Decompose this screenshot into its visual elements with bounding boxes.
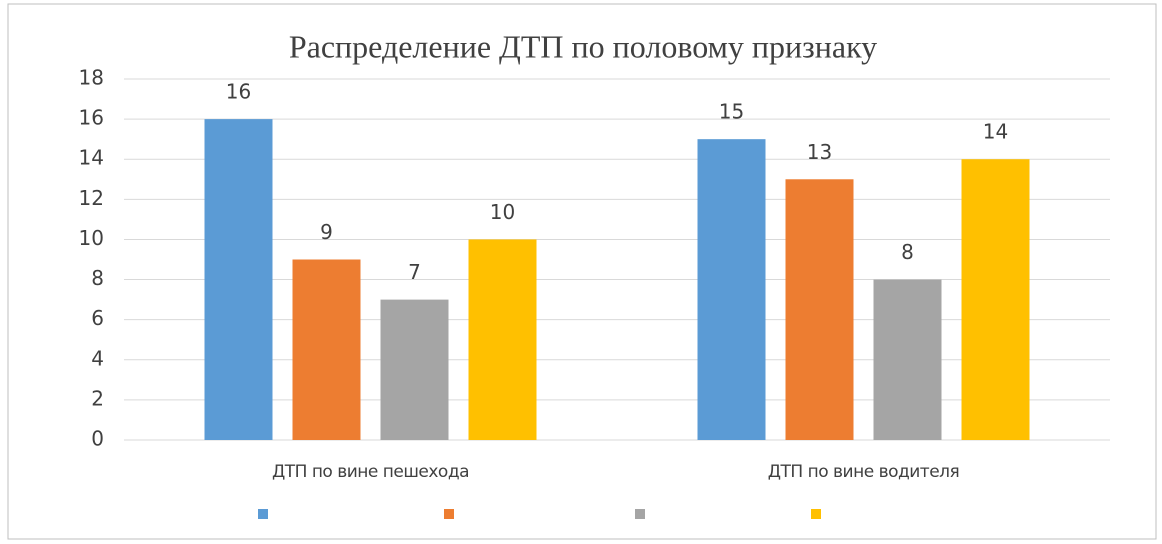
y-tick-label: 18 [79, 66, 104, 90]
y-tick-label: 12 [79, 186, 104, 210]
data-label: 15 [719, 100, 744, 124]
legend-marker [258, 509, 268, 519]
y-tick-label: 0 [91, 427, 104, 451]
x-tick-label: ДТП по вине пешехода [272, 462, 469, 482]
bar [204, 119, 273, 440]
data-label: 13 [807, 140, 832, 164]
bar [292, 259, 361, 440]
y-tick-label: 8 [91, 266, 104, 290]
data-label: 14 [983, 120, 1008, 144]
chart-title: Распределение ДТП по половому признаку [289, 28, 877, 64]
bar [380, 299, 449, 440]
bar [468, 239, 537, 440]
bar [785, 179, 854, 440]
y-tick-label: 2 [91, 386, 104, 410]
legend-marker [444, 509, 454, 519]
data-label: 8 [901, 240, 914, 264]
x-tick-label: ДТП по вине водителя [768, 462, 960, 482]
data-label: 16 [226, 80, 251, 104]
bar [873, 279, 942, 440]
bar [697, 139, 766, 440]
y-tick-label: 10 [79, 226, 104, 250]
y-tick-label: 16 [79, 106, 104, 130]
legend-marker [811, 509, 821, 519]
y-tick-label: 4 [91, 346, 104, 370]
y-tick-label: 14 [79, 146, 104, 170]
data-label: 7 [408, 260, 421, 284]
data-label: 10 [490, 200, 515, 224]
y-tick-label: 6 [91, 306, 104, 330]
legend-marker [635, 509, 645, 519]
data-label: 9 [320, 220, 333, 244]
bar [961, 159, 1030, 440]
